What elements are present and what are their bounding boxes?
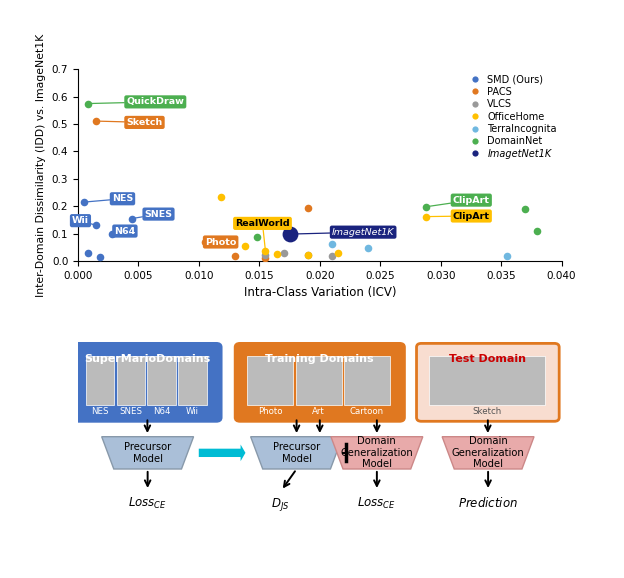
Text: Precursor
Model: Precursor Model: [124, 442, 171, 464]
Text: Wii: Wii: [186, 407, 199, 416]
Text: Precursor
Model: Precursor Model: [273, 442, 320, 464]
Point: [127, 214, 137, 223]
Text: Sketch: Sketch: [96, 118, 163, 127]
Text: SuperMarioDomains: SuperMarioDomains: [84, 354, 210, 364]
Point: [240, 241, 250, 250]
Text: Cartoon: Cartoon: [350, 407, 384, 416]
FancyBboxPatch shape: [85, 356, 114, 405]
FancyBboxPatch shape: [147, 356, 176, 405]
Text: N64: N64: [153, 407, 170, 416]
Point: [303, 250, 313, 260]
Text: $Prediction$: $Prediction$: [458, 496, 518, 510]
Point: [273, 250, 283, 259]
FancyBboxPatch shape: [74, 343, 221, 421]
Point: [278, 249, 288, 258]
FancyBboxPatch shape: [417, 343, 559, 421]
Text: SNES: SNES: [132, 210, 172, 218]
Text: Domain
Generalization
Model: Domain Generalization Model: [452, 436, 524, 469]
Polygon shape: [442, 437, 534, 469]
Point: [285, 229, 295, 239]
Text: RealWorld: RealWorld: [235, 219, 290, 250]
Text: Training Domains: Training Domains: [265, 354, 374, 364]
Text: Photo: Photo: [205, 238, 236, 246]
Text: NES: NES: [91, 407, 109, 416]
Text: ClipArt: ClipArt: [426, 195, 490, 207]
Point: [303, 203, 313, 212]
Point: [91, 116, 101, 125]
Point: [79, 198, 89, 207]
Point: [91, 221, 101, 230]
Point: [327, 239, 337, 249]
Point: [252, 232, 262, 242]
Polygon shape: [251, 437, 343, 469]
Text: QuickDraw: QuickDraw: [87, 97, 184, 106]
Text: N64: N64: [112, 227, 135, 236]
Point: [363, 243, 373, 253]
Point: [200, 238, 210, 247]
Text: Test Domain: Test Domain: [449, 354, 527, 364]
Point: [502, 251, 512, 261]
FancyBboxPatch shape: [117, 356, 145, 405]
Point: [230, 251, 240, 261]
Point: [260, 246, 270, 255]
Text: $Loss_{CE}$: $Loss_{CE}$: [358, 496, 396, 512]
FancyBboxPatch shape: [178, 356, 207, 405]
FancyBboxPatch shape: [429, 356, 545, 405]
Point: [82, 99, 92, 108]
Point: [421, 202, 431, 212]
Text: Domain
Generalization
Model: Domain Generalization Model: [341, 436, 413, 469]
Point: [421, 212, 431, 221]
Point: [82, 249, 92, 258]
Text: NES: NES: [84, 194, 133, 203]
Text: Sketch: Sketch: [472, 407, 501, 416]
Polygon shape: [102, 437, 193, 469]
Point: [303, 250, 313, 260]
Point: [333, 249, 343, 258]
Point: [327, 251, 337, 261]
FancyBboxPatch shape: [247, 356, 293, 405]
Legend: SMD (Ours), PACS, VLCS, OfficeHome, TerraIncognita, DomainNet, ImagetNet1K: SMD (Ours), PACS, VLCS, OfficeHome, Terr…: [463, 72, 558, 161]
Point: [95, 252, 105, 261]
FancyBboxPatch shape: [235, 343, 404, 421]
Point: [260, 250, 270, 260]
Text: $D_{JS}$: $D_{JS}$: [271, 496, 290, 513]
Text: $Loss_{CE}$: $Loss_{CE}$: [128, 496, 167, 512]
Text: Art: Art: [312, 407, 325, 416]
Point: [107, 229, 117, 239]
Polygon shape: [331, 437, 423, 469]
Text: ImagetNet1K: ImagetNet1K: [290, 228, 394, 236]
X-axis label: Intra-Class Variation (ICV): Intra-Class Variation (ICV): [243, 286, 396, 299]
Point: [532, 227, 542, 236]
Text: Wii: Wii: [72, 216, 96, 225]
Text: Photo: Photo: [258, 407, 283, 416]
Text: SNES: SNES: [119, 407, 142, 416]
Point: [520, 204, 530, 213]
Point: [260, 253, 270, 262]
FancyBboxPatch shape: [296, 356, 341, 405]
Y-axis label: Inter-Domain Dissimilarity (IDD) vs. ImageNet1K: Inter-Domain Dissimilarity (IDD) vs. Ima…: [36, 34, 46, 297]
Text: ClipArt: ClipArt: [426, 212, 490, 220]
Point: [216, 192, 226, 201]
FancyBboxPatch shape: [344, 356, 390, 405]
